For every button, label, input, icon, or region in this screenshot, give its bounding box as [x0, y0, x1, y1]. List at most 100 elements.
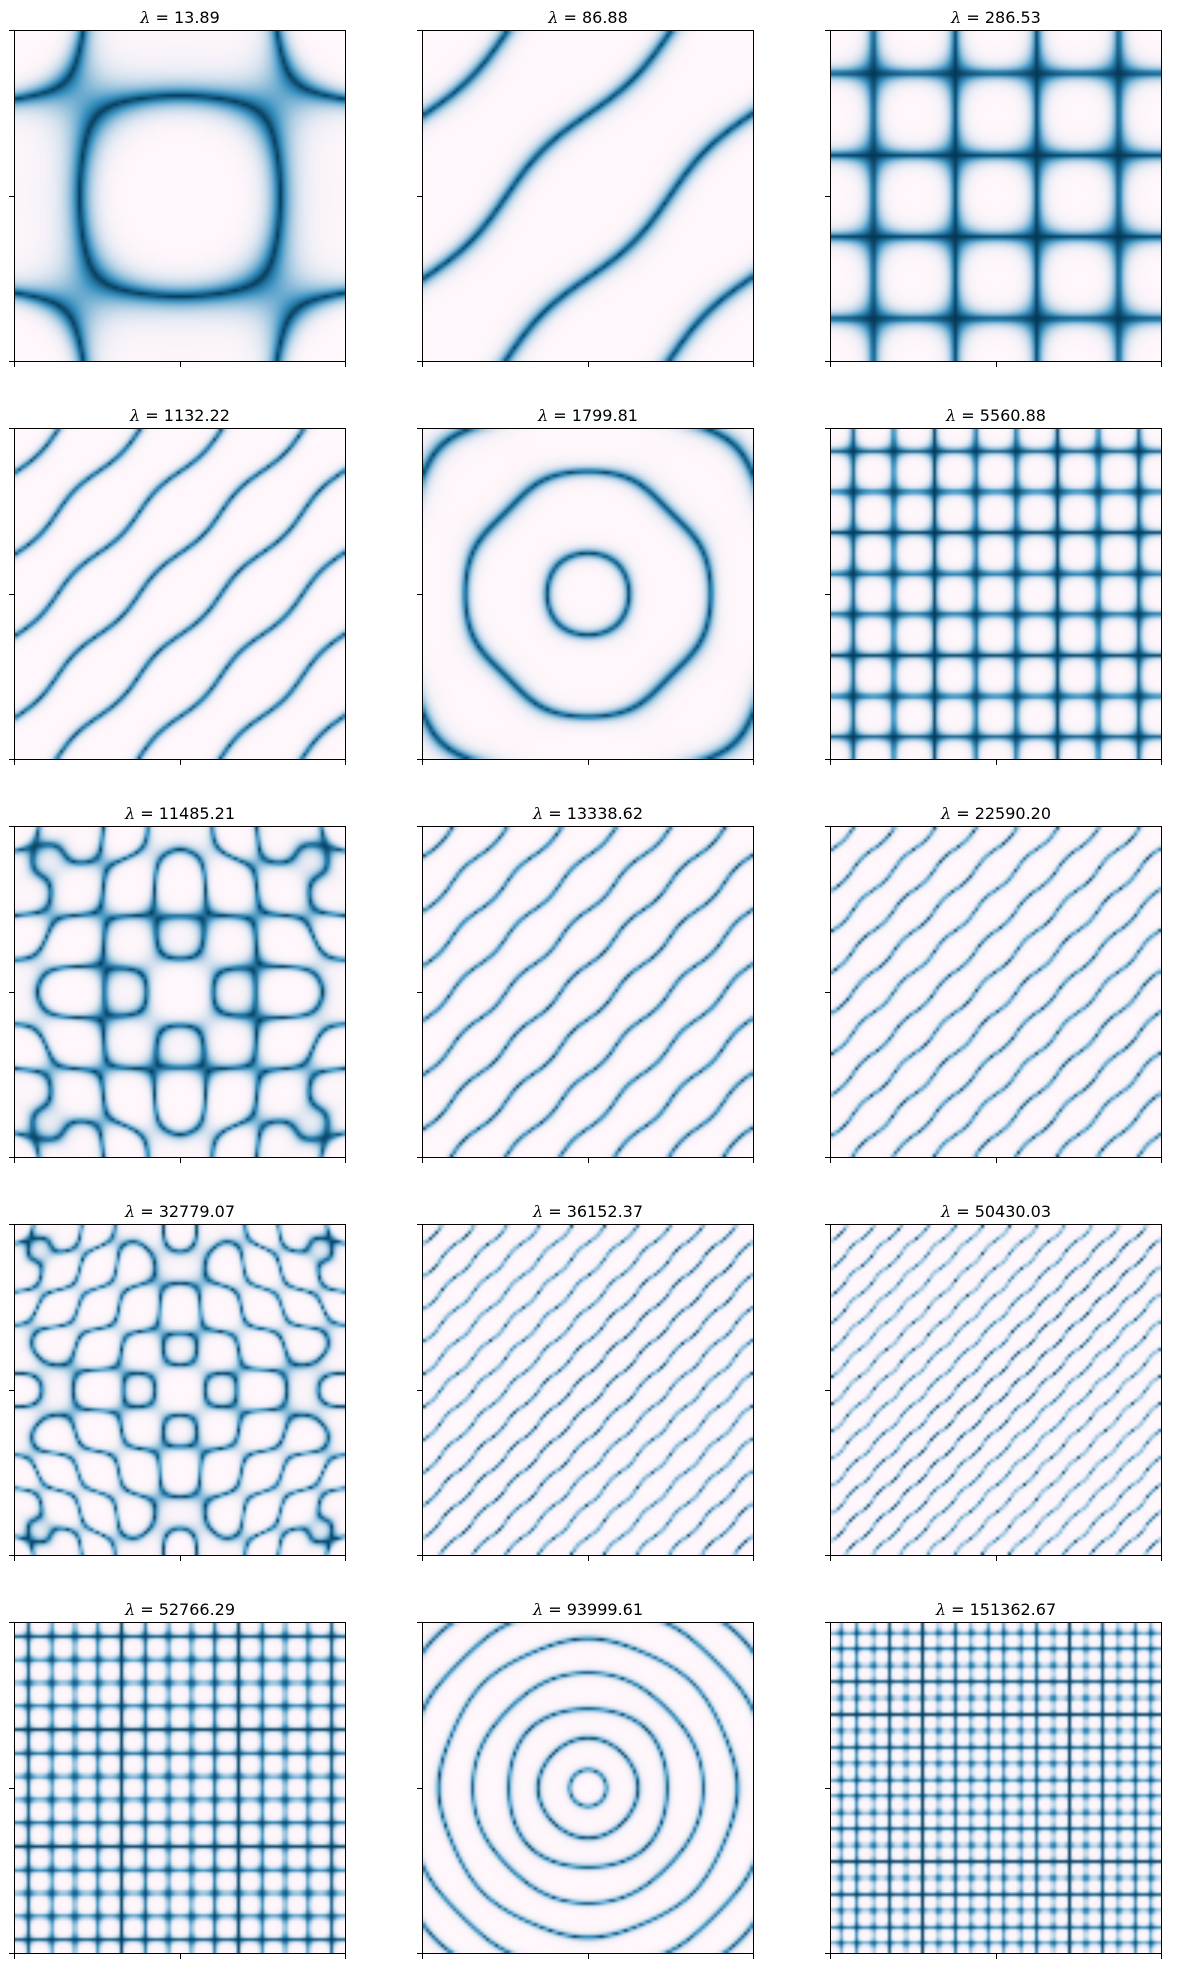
lambda-symbol: λ [124, 804, 136, 823]
heatmap-panel: λ = 86.88 [417, 8, 754, 367]
x-tick-mark [588, 1556, 589, 1561]
y-tick-mark [825, 1788, 830, 1789]
panel-title: λ = 93999.61 [422, 1600, 754, 1619]
heatmap-image [15, 429, 345, 759]
heatmap-panel: λ = 5560.88 [825, 406, 1162, 765]
eigenvalue-label: = 52766.29 [135, 1600, 236, 1619]
x-tick-mark [996, 760, 997, 765]
heatmap-plot-area [830, 30, 1162, 362]
heatmap-image [831, 31, 1161, 361]
heatmap-plot-area [422, 826, 754, 1158]
heatmap-image [831, 1623, 1161, 1953]
lambda-symbol: λ [940, 804, 952, 823]
y-tick-mark [9, 196, 14, 197]
heatmap-image [423, 1225, 753, 1555]
lambda-symbol: λ [940, 1202, 952, 1221]
y-tick-mark [9, 1622, 14, 1623]
x-tick-mark [996, 1158, 997, 1163]
heatmap-image [831, 429, 1161, 759]
y-tick-mark [825, 30, 830, 31]
x-tick-mark [345, 1954, 346, 1959]
heatmap-plot-area [14, 30, 346, 362]
eigenvalue-label: = 5560.88 [956, 406, 1046, 425]
lambda-symbol: λ [951, 8, 962, 27]
x-tick-mark [14, 1158, 15, 1163]
heatmap-plot-area [422, 428, 754, 760]
x-tick-mark [14, 1556, 15, 1561]
x-tick-mark [345, 1158, 346, 1163]
panel-title: λ = 22590.20 [830, 804, 1162, 823]
eigenvalue-label: = 1132.22 [140, 406, 230, 425]
heatmap-panel: λ = 13.89 [9, 8, 346, 367]
heatmap-image [15, 31, 345, 361]
heatmap-plot-area [14, 1622, 346, 1954]
lambda-symbol: λ [935, 1600, 947, 1619]
lambda-symbol: λ [124, 1600, 136, 1619]
x-tick-mark [996, 1556, 997, 1561]
eigenvalue-label: = 36152.37 [543, 1202, 644, 1221]
y-tick-mark [825, 826, 830, 827]
heatmap-panel: λ = 32779.07 [9, 1202, 346, 1561]
heatmap-panel: λ = 1799.81 [417, 406, 754, 765]
y-tick-mark [825, 759, 830, 760]
panel-title: λ = 52766.29 [14, 1600, 346, 1619]
x-tick-mark [753, 760, 754, 765]
heatmap-image [831, 1225, 1161, 1555]
x-tick-mark [830, 760, 831, 765]
lambda-symbol: λ [532, 1202, 544, 1221]
x-tick-mark [753, 1158, 754, 1163]
y-tick-mark [417, 30, 422, 31]
y-tick-mark [9, 759, 14, 760]
y-tick-mark [9, 1157, 14, 1158]
panel-title: λ = 286.53 [830, 8, 1162, 27]
y-tick-mark [9, 361, 14, 362]
y-tick-mark [9, 428, 14, 429]
panel-title: λ = 11485.21 [14, 804, 346, 823]
heatmap-plot-area [830, 1622, 1162, 1954]
y-tick-mark [417, 196, 422, 197]
heatmap-image [423, 31, 753, 361]
y-tick-mark [417, 1157, 422, 1158]
y-tick-mark [825, 361, 830, 362]
heatmap-panel: λ = 36152.37 [417, 1202, 754, 1561]
x-tick-mark [996, 1954, 997, 1959]
y-tick-mark [417, 428, 422, 429]
x-tick-mark [1161, 1954, 1162, 1959]
y-tick-mark [9, 1224, 14, 1225]
x-tick-mark [830, 1954, 831, 1959]
y-tick-mark [825, 1622, 830, 1623]
y-tick-mark [9, 1555, 14, 1556]
y-tick-mark [9, 826, 14, 827]
y-tick-mark [825, 1953, 830, 1954]
y-tick-mark [9, 1788, 14, 1789]
x-tick-mark [14, 1954, 15, 1959]
x-tick-mark [588, 362, 589, 367]
eigenvalue-label: = 93999.61 [543, 1600, 644, 1619]
y-tick-mark [417, 361, 422, 362]
x-tick-mark [830, 362, 831, 367]
heatmap-panel: λ = 50430.03 [825, 1202, 1162, 1561]
x-tick-mark [14, 362, 15, 367]
y-tick-mark [825, 196, 830, 197]
panel-title: λ = 13338.62 [422, 804, 754, 823]
y-tick-mark [417, 992, 422, 993]
heatmap-plot-area [830, 428, 1162, 760]
x-tick-mark [753, 362, 754, 367]
heatmap-plot-area [422, 1622, 754, 1954]
y-tick-mark [825, 1555, 830, 1556]
heatmap-image [423, 1623, 753, 1953]
panel-title: λ = 86.88 [422, 8, 754, 27]
x-tick-mark [180, 362, 181, 367]
x-tick-mark [1161, 362, 1162, 367]
x-tick-mark [1161, 1158, 1162, 1163]
heatmap-image [15, 827, 345, 1157]
heatmap-plot-area [830, 1224, 1162, 1556]
y-tick-mark [417, 826, 422, 827]
x-tick-mark [180, 1158, 181, 1163]
heatmap-image [831, 827, 1161, 1157]
lambda-symbol: λ [946, 406, 957, 425]
x-tick-mark [422, 760, 423, 765]
y-tick-mark [825, 1390, 830, 1391]
x-tick-mark [1161, 760, 1162, 765]
